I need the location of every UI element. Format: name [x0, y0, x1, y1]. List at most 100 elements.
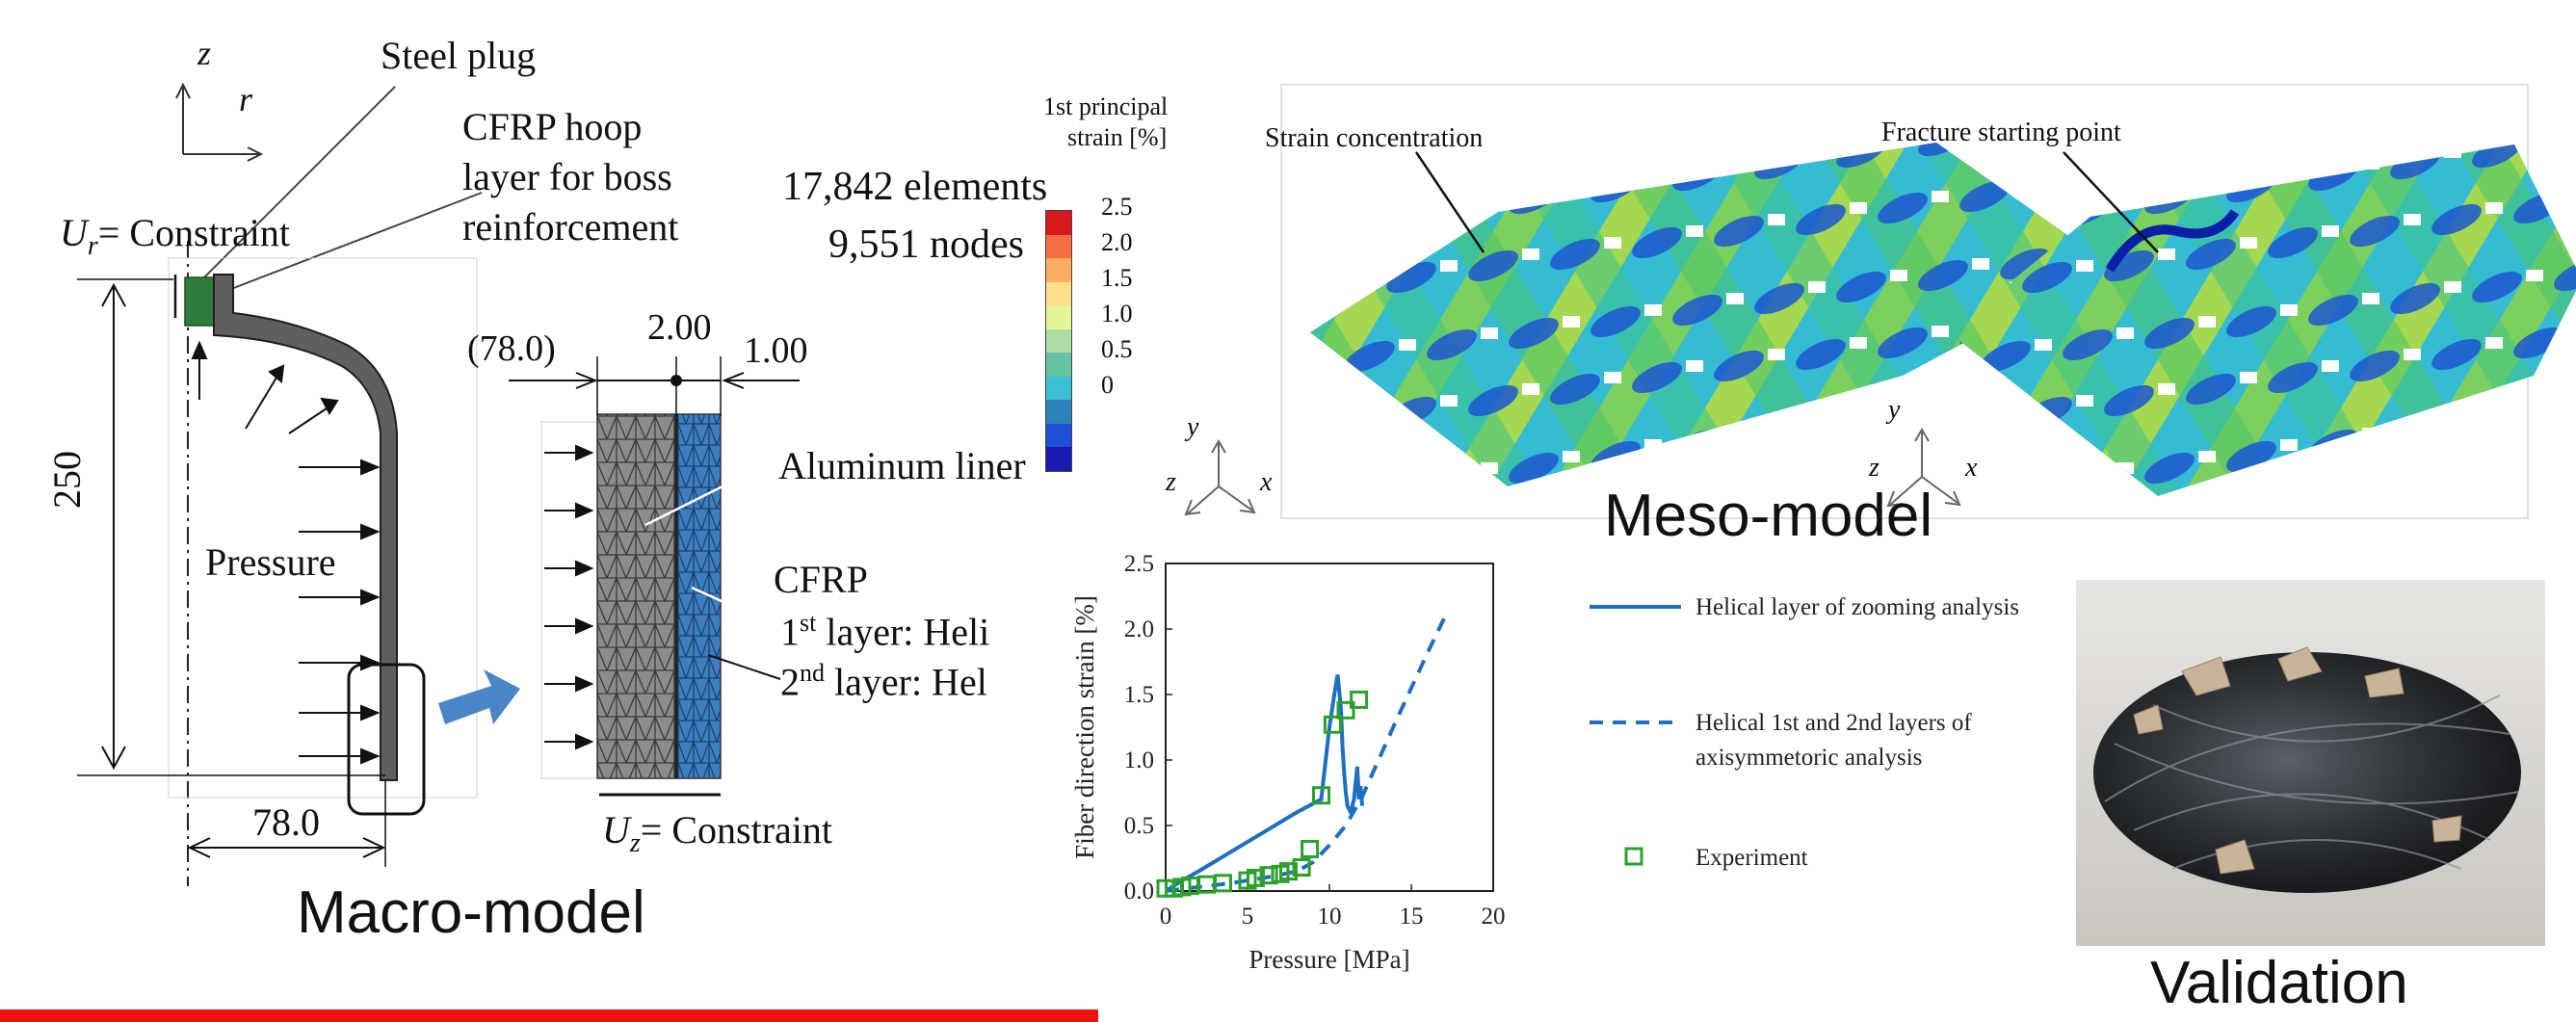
- x-tick-label: 20: [1482, 904, 1506, 930]
- scale-swatch: [1046, 305, 1071, 329]
- ur-symbol: U: [60, 211, 88, 254]
- weave-band: [1387, 143, 1724, 486]
- scale-swatch: [1046, 447, 1071, 472]
- scale-tick-label: 1.0: [1101, 300, 1133, 328]
- weave-gap: [2076, 395, 2093, 406]
- meso-axis-x-1: x: [1260, 467, 1273, 497]
- strain-spot: [2186, 373, 2236, 406]
- fracture-mark: [2105, 209, 2240, 273]
- weave-band: [2447, 144, 2576, 496]
- strain-spot: [2554, 259, 2576, 292]
- strain-spot: [1590, 305, 1641, 338]
- strain-spot: [2226, 305, 2276, 338]
- strain-spot: [2431, 203, 2482, 236]
- scale-swatch: [1046, 211, 1071, 235]
- weave-gap: [1808, 281, 1826, 293]
- pressure-label: Pressure: [205, 540, 336, 584]
- layer1-sup: st: [800, 609, 817, 637]
- x-tick-label: 0: [1160, 904, 1172, 930]
- cfrp-hoop-label-1: CFRP hoop: [462, 105, 643, 148]
- strain-spot: [2226, 440, 2276, 473]
- weave-gap: [1522, 383, 1539, 395]
- weave-band: [963, 135, 1301, 539]
- layer2-sup: nd: [800, 659, 825, 687]
- meso-axis-z-1: z: [1166, 467, 1176, 497]
- weave-band: [2341, 144, 2576, 496]
- mesh-detail-drawing: [509, 356, 800, 797]
- meso-model-drawing: [539, 33, 2576, 539]
- weave-gap: [1522, 249, 1539, 260]
- strain-spot: [2513, 327, 2563, 359]
- weave-gap: [1850, 202, 1867, 214]
- strain-spot: [2350, 215, 2400, 248]
- scale-swatch: [1046, 281, 1071, 306]
- weave-band: [645, 135, 983, 539]
- scale-swatch: [1046, 400, 1071, 424]
- weave-gap: [2404, 349, 2421, 360]
- strain-spot: [1836, 271, 1886, 303]
- y-tick-label: 1.5: [1124, 682, 1154, 708]
- zooming-series-line: [1164, 674, 1364, 893]
- weave-band: [2553, 144, 2576, 496]
- strain-spot: [2000, 248, 2050, 280]
- layer2-text: layer: Hel: [825, 660, 987, 704]
- experiment-point: [1350, 690, 1369, 709]
- x-axis-label: Pressure [MPa]: [1249, 945, 1409, 974]
- weave-gap: [1604, 237, 1621, 249]
- weave-gap: [2485, 67, 2503, 79]
- zoom-region: [347, 663, 426, 816]
- strain-spot: [1956, 39, 2014, 83]
- radius-dimension: 78.0: [252, 800, 320, 844]
- weave-band: [539, 135, 877, 539]
- strain-spot: [2268, 361, 2318, 394]
- weave-gap: [2280, 439, 2298, 451]
- meso-axis-x-2: x: [1965, 453, 1978, 483]
- weave-gap: [2116, 328, 2134, 339]
- strain-spot: [2063, 328, 2113, 361]
- uz-symbol: U: [602, 808, 630, 852]
- experiment-point: [1214, 874, 1232, 893]
- weave-gap: [1972, 258, 1989, 270]
- meso-axis-y-2: y: [1888, 395, 1901, 425]
- weave-gap: [1686, 225, 1703, 237]
- experiment-point: [1301, 839, 1320, 858]
- y-axis-label: Fiber direction strain [%]: [1070, 595, 1099, 859]
- weave-gap: [1481, 328, 1498, 339]
- y-tick-label: 0.5: [1124, 813, 1154, 839]
- weave-gap: [2095, 33, 2113, 44]
- scale-swatch: [1046, 234, 1071, 259]
- y-tick-label: 0.0: [1124, 878, 1154, 904]
- scale-swatch: [1046, 423, 1071, 448]
- strain-spot: [1714, 215, 1764, 248]
- experiment-point: [1336, 700, 1355, 720]
- y-tick-label: 2.0: [1124, 616, 1154, 642]
- ur-text: = Constraint: [97, 211, 291, 254]
- strain-spot: [2554, 394, 2576, 427]
- weave-gap: [1440, 395, 1458, 406]
- weave-gap: [1440, 260, 1458, 272]
- weave-gap: [1399, 339, 1416, 351]
- weave-band: [1705, 143, 2042, 486]
- red-accent-bar: [0, 1009, 1098, 1022]
- axisymmetric-series-line: [1165, 612, 1451, 893]
- layer1-text: layer: Heli: [816, 610, 990, 654]
- weave-band: [1599, 143, 1936, 486]
- detail-dim-right: 1.00: [744, 330, 808, 371]
- weave-gap: [2485, 202, 2503, 214]
- strain-spot: [1714, 350, 1764, 382]
- strain-spot: [1672, 294, 1722, 327]
- strain-spot: [1632, 361, 1682, 394]
- strain-spot: [1509, 452, 1559, 485]
- macro-model-caption: Macro-model: [297, 879, 645, 946]
- weave-gap: [2035, 339, 2052, 351]
- weave-gap: [2280, 304, 2298, 316]
- weave-gap: [2013, 44, 2031, 56]
- weave-gap: [1850, 67, 1867, 79]
- scale-tick-label: 1.5: [1101, 264, 1133, 292]
- weave-gap: [1890, 270, 1907, 281]
- strain-spot: [1509, 317, 1559, 350]
- strain-spot: [2186, 238, 2236, 271]
- x-tick-label: 10: [1318, 904, 1342, 930]
- weave-gap: [1563, 316, 1580, 328]
- weave-gap: [1644, 304, 1662, 316]
